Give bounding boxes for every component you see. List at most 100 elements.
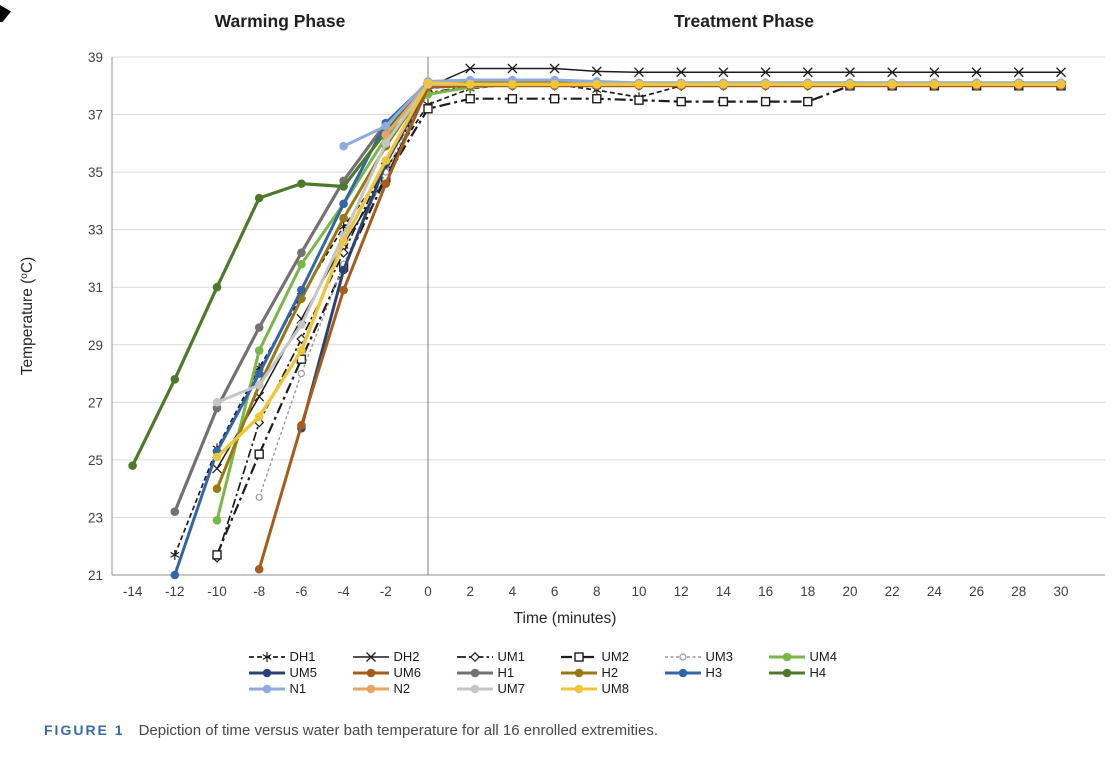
series-H4	[128, 78, 1066, 470]
legend-swatch-UM4	[768, 652, 805, 662]
y-axis-title-prefix: Temperature (	[19, 278, 36, 375]
axes	[111, 57, 1105, 576]
x-tick-12: 12	[674, 584, 689, 599]
legend-swatch-UM3	[664, 653, 701, 661]
legend-swatch-DH2	[352, 652, 389, 662]
series-markers-UM3	[255, 82, 1065, 501]
legend-item-H3: H3	[664, 665, 768, 681]
legend-swatch-N2	[352, 684, 389, 694]
legend-item-UM4: UM4	[768, 649, 872, 665]
y-tick-31: 31	[88, 280, 103, 295]
x-tick-10: 10	[631, 584, 646, 599]
y-tick-29: 29	[88, 338, 103, 353]
legend-swatch-DH1	[248, 652, 285, 662]
legend-item-UM6: UM6	[352, 665, 456, 681]
legend-swatch-H3	[664, 668, 701, 678]
y-tick-27: 27	[88, 395, 103, 410]
legend-label-UM6: UM6	[393, 665, 421, 680]
legend-item-UM8: UM8	[560, 681, 664, 697]
series-markers-UM8	[212, 78, 1066, 462]
legend-label-DH2: DH2	[393, 649, 420, 664]
warming-phase-title: Warming Phase	[215, 11, 346, 31]
series-line-DH1	[174, 83, 1061, 556]
legend-item-DH2: DH2	[352, 649, 456, 665]
x-tick-2: 2	[466, 584, 474, 599]
x-tick--14: -14	[123, 584, 143, 599]
series-markers-H4	[128, 78, 1066, 470]
figure-label: FIGURE 1	[44, 722, 125, 738]
series-line-H1	[173, 81, 1061, 513]
legend-item-UM7: UM7	[456, 681, 560, 697]
x-tick-22: 22	[885, 584, 900, 599]
series-UM3	[255, 82, 1065, 501]
page-corner-mark	[0, 5, 11, 22]
legend-label-UM1: UM1	[497, 649, 525, 664]
legend-swatch-H4	[768, 668, 805, 678]
x-tick-24: 24	[927, 584, 943, 599]
y-tick-25: 25	[88, 453, 103, 468]
legend-swatch-UM8	[560, 684, 597, 694]
legend-label-N2: N2	[393, 681, 411, 696]
series-markers-UM2	[212, 81, 1066, 560]
x-tick-30: 30	[1053, 584, 1068, 599]
series-line-H3	[173, 81, 1061, 576]
x-tick--8: -8	[253, 584, 265, 599]
legend-item-UM5: UM5	[248, 665, 352, 681]
legend-label-UM7: UM7	[497, 681, 525, 696]
series-line-UM5	[299, 82, 1061, 429]
legend-item-DH1: DH1	[248, 649, 352, 665]
x-axis-title: Time (minutes)	[514, 610, 617, 627]
x-tick--6: -6	[295, 584, 307, 599]
series-H3	[170, 78, 1066, 580]
x-tick--2: -2	[380, 584, 392, 599]
legend-item-N2: N2	[352, 681, 456, 697]
legend-label-UM8: UM8	[601, 681, 629, 696]
legend-swatch-H2	[560, 668, 597, 678]
y-axis-title-suffix: C)	[19, 257, 36, 273]
x-tick-26: 26	[969, 584, 984, 599]
legend-item-UM3: UM3	[664, 649, 768, 665]
legend-label-N1: N1	[289, 681, 307, 696]
series-UM8	[212, 78, 1066, 462]
x-tick-28: 28	[1011, 584, 1026, 599]
series-UM1	[211, 80, 1067, 563]
legend-grid: DH1 DH2 UM1 UM2 UM3 UM4 UM5 UM6 H1 H2 H3 H4 N1 N2 UM7 U…	[248, 649, 872, 697]
y-tick-23: 23	[88, 510, 103, 525]
x-tick-8: 8	[593, 584, 601, 599]
y-tick-39: 39	[88, 50, 103, 65]
y-axis-title: Temperature (oC)	[19, 257, 36, 375]
legend-item-UM2: UM2	[560, 649, 664, 665]
legend-swatch-N1	[248, 684, 285, 694]
x-tick-16: 16	[758, 584, 773, 599]
legend-swatch-UM1	[456, 651, 493, 663]
legend-item-H4: H4	[768, 665, 872, 681]
legend-item-H2: H2	[560, 665, 664, 681]
series-line-UM2	[215, 84, 1061, 556]
series-line-N2	[384, 82, 1061, 136]
legend-swatch-UM2	[560, 652, 597, 662]
legend-label-UM2: UM2	[601, 649, 629, 664]
figure-caption-text: Depiction of time versus water bath temp…	[138, 722, 658, 739]
figure-caption: FIGURE 1 Depiction of time versus water b…	[44, 722, 1099, 739]
series-markers-UM6	[254, 81, 1066, 574]
series-UM2	[212, 81, 1066, 560]
legend-label-H2: H2	[601, 665, 619, 680]
x-tick-20: 20	[842, 584, 857, 599]
legend-item-H1: H1	[456, 665, 560, 681]
chart-series	[128, 63, 1067, 580]
y-tick-33: 33	[88, 223, 103, 238]
legend-label-DH1: DH1	[289, 649, 316, 664]
chart-legend: DH1 DH2 UM1 UM2 UM3 UM4 UM5 UM6 H1 H2 H3 H4 N1 N2 UM7 U…	[0, 649, 1119, 697]
legend-swatch-UM7	[456, 684, 493, 694]
y-tick-21: 21	[88, 568, 103, 583]
legend-label-H4: H4	[809, 665, 827, 680]
legend-item-UM1: UM1	[456, 649, 560, 665]
series-markers-H3	[170, 78, 1066, 580]
legend-label-H1: H1	[497, 665, 515, 680]
y-axis-title-sup: o	[19, 273, 30, 279]
x-tick-14: 14	[716, 584, 732, 599]
series-markers-UM1	[211, 80, 1067, 563]
